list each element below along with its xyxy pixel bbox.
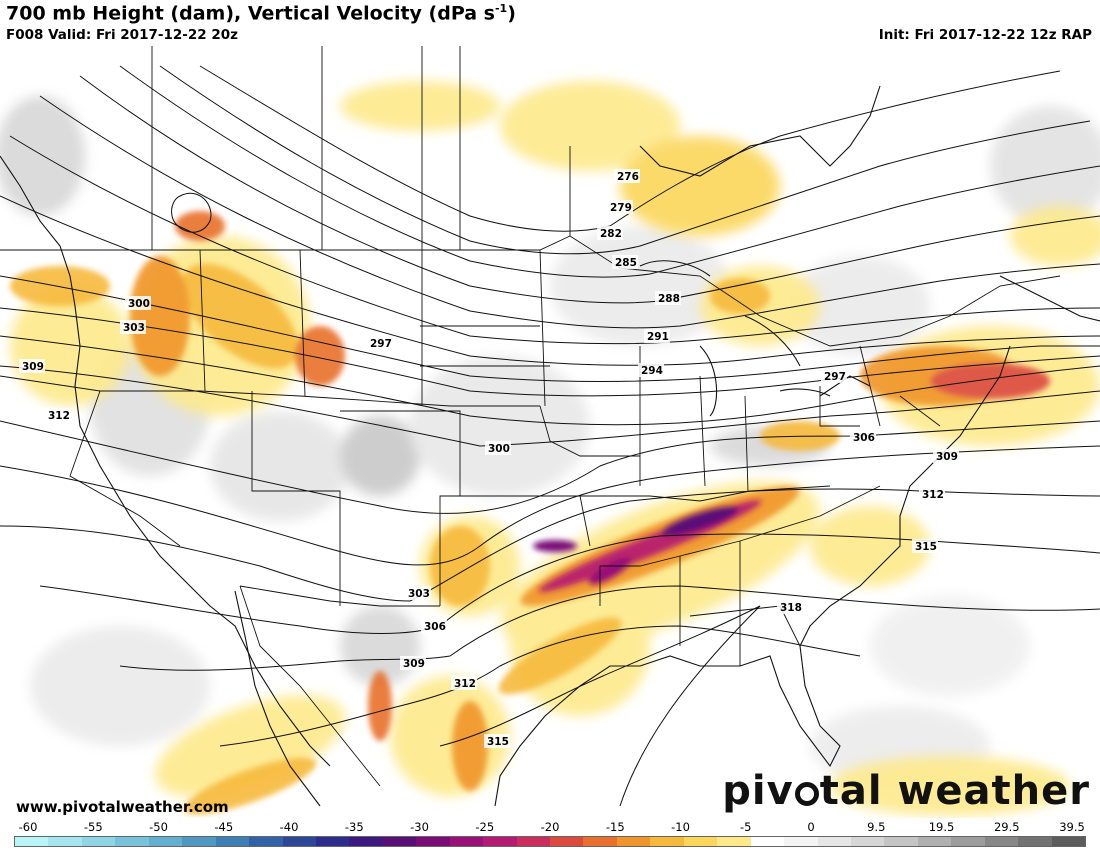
colorbar-swatch [616,837,651,846]
colorbar-tick-label: -60 [18,820,38,834]
colorbar-swatch [449,837,484,846]
contour-label: 309 [22,361,44,373]
colorbar-swatch [984,837,1019,846]
contour-label: 297 [370,338,392,350]
colorbar-swatch [784,837,818,846]
colorbar-swatch [115,837,149,846]
colorbar-swatch [750,837,785,846]
colorbar-swatch [1018,837,1052,846]
colorbar-swatch [516,837,550,846]
colorbar-tick-label: -40 [279,820,299,834]
boundaries [0,46,1061,787]
logo-o-icon [794,782,819,806]
pivotal-weather-logo: piv tal weather [722,768,1090,814]
contour-label: 306 [424,621,446,633]
colorbar-tick-label: 0 [807,820,815,834]
colorbar-tick-label: -35 [344,820,364,834]
colorbar-swatch [583,837,617,846]
contour-label: 312 [48,410,70,422]
colorbar-swatch [1051,837,1085,846]
colorbar-tick-label: -50 [149,820,168,834]
contour-label: 285 [615,257,637,269]
contour-label: 279 [610,202,632,214]
colorbar-swatch [650,837,684,846]
colorbar-scale [14,836,1086,847]
colorbar-tick-label: 9.5 [867,820,886,834]
colorbar-swatch [850,837,885,846]
contour-label: 282 [600,228,622,240]
map-title: 700 mb Height (dam), Vertical Velocity (… [6,2,516,25]
coastlines [0,85,1100,807]
colorbar-swatch [81,837,116,846]
contour-label: 318 [780,602,802,614]
colorbar-swatch [48,837,82,846]
contour-label: 303 [123,322,145,334]
subsidence-shading [0,96,1100,786]
colorbar-swatch [884,837,918,846]
colorbar-swatch [215,837,250,846]
weather-map: 276 279 282 285 288 291 294 297 297 300 … [0,46,1100,818]
valid-time: F008 Valid: Fri 2017-12-22 20z [6,27,238,43]
contour-label: 306 [853,432,875,444]
contour-label: 312 [922,489,944,501]
colorbar-tick-label: -30 [410,820,429,834]
colorbar-swatch [917,837,952,846]
contour-label: 309 [403,658,425,670]
colorbar-swatch [683,837,718,846]
colorbar-swatch [349,837,383,846]
contour-label: 300 [128,298,150,310]
contour-label: 315 [915,541,937,553]
colorbar-swatch [550,837,584,846]
colorbar-swatch [951,837,985,846]
contour-label: 291 [647,331,669,343]
colorbar-tick-label: 39.5 [1059,820,1085,834]
contour-label: 309 [936,451,958,463]
site-url: www.pivotalweather.com [16,798,229,816]
height-contours [0,65,1100,807]
colorbar-swatch [717,837,751,846]
colorbar-tick-label: -10 [671,820,690,834]
contour-label: 294 [641,365,663,377]
colorbar-tick-label: -45 [214,820,234,834]
colorbar-tick-label: -20 [540,820,560,834]
colorbar-swatch [483,837,517,846]
colorbar-swatch [148,837,183,846]
contour-label: 288 [658,293,680,305]
colorbar-tick-label: 29.5 [993,820,1020,834]
colorbar-swatch [15,837,49,846]
colorbar-swatch [282,837,316,846]
ascent-shading-strong [533,500,762,592]
colorbar-swatch [416,837,450,846]
colorbar-tick-label: -25 [475,820,495,834]
contour-label: 276 [617,171,639,183]
contour-label: 297 [824,371,846,383]
colorbar-swatch [382,837,417,846]
contour-label: 312 [454,678,476,690]
colorbar-tick-label: -5 [740,820,752,834]
colorbar-tick-label: -55 [83,820,103,834]
colorbar-tick-label: -15 [605,820,625,834]
contour-label: 315 [487,736,509,748]
init-time: Init: Fri 2017-12-22 12z RAP [878,27,1092,43]
colorbar-tick-label: 19.5 [928,820,955,834]
colorbar-swatch [249,837,283,846]
colorbar: -60 -55 -50 -45 -40 -35 -30 -25 -20 -15 -10 -5 0 9.5 1… [14,820,1086,848]
map-canvas: 276 279 282 285 288 291 294 297 297 300 … [0,46,1100,816]
contour-label: 303 [408,588,430,600]
contour-labels: 276 279 282 285 288 291 294 297 297 300 … [19,169,959,748]
colorbar-swatch [315,837,350,846]
header: 700 mb Height (dam), Vertical Velocity (… [0,0,1100,46]
colorbar-swatch [182,837,216,846]
contour-label: 300 [488,443,510,455]
colorbar-swatch [817,837,851,846]
